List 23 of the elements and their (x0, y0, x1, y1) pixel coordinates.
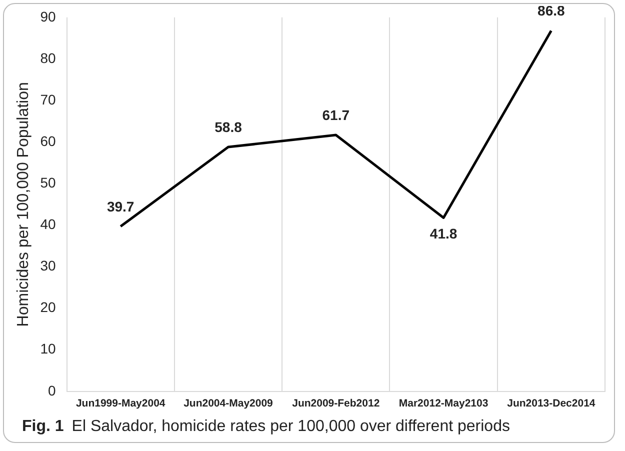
x-tick-label: Mar2012-May2103 (398, 398, 488, 410)
data-label: 39.7 (106, 198, 134, 214)
caption: Fig. 1 (22, 418, 64, 435)
data-label: 41.8 (430, 226, 458, 242)
y-tick-label: 70 (40, 91, 56, 108)
y-tick-label: 60 (40, 132, 56, 149)
x-tick-label: Jun2009-Feb2012 (292, 398, 380, 410)
data-label: 61.7 (322, 106, 350, 123)
x-tick-label: Jun1999-May2004 (76, 398, 166, 410)
y-axis-title: Homicides per 100,000 Population (15, 82, 32, 327)
y-tick-label: 10 (40, 340, 56, 357)
y-tick-label: 0 (48, 382, 56, 398)
data-label: 58.8 (214, 118, 242, 135)
text: El Salvador, homicide rates per 100,000 over different periods (72, 418, 510, 435)
data-label: 86.8 (538, 2, 566, 19)
y-tick-label: 50 (40, 174, 56, 190)
y-tick-label: 20 (40, 299, 56, 316)
y-tick-label: 30 (40, 258, 56, 274)
y-tick-label: 90 (40, 8, 56, 24)
x-tick-label: Jun2004-May2009 (184, 398, 274, 410)
y-tick-label: 80 (40, 50, 56, 66)
y-tick-label: 40 (40, 216, 56, 232)
x-tick-label: Jun2013-Dec2014 (507, 398, 596, 410)
